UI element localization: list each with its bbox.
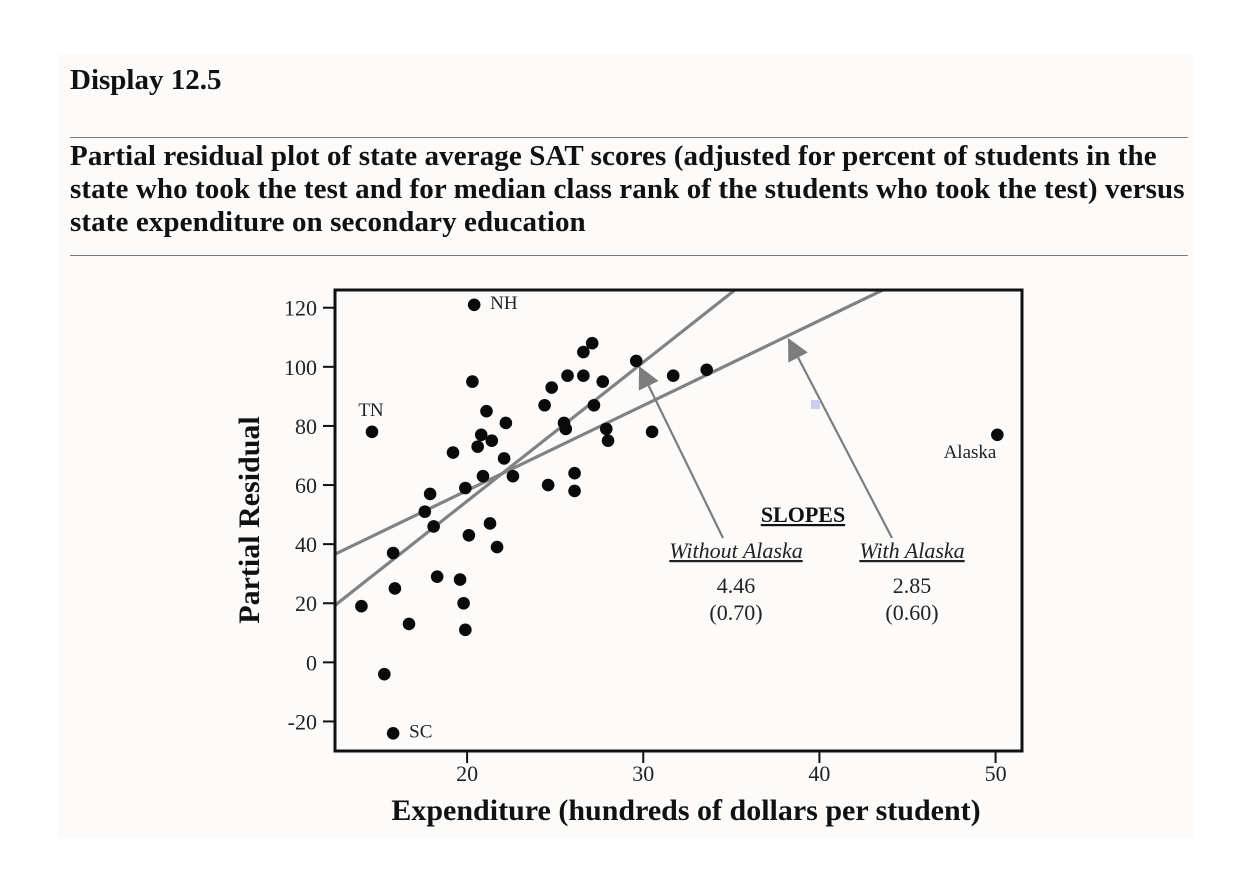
data-point-sc bbox=[386, 726, 400, 740]
x-tick-label: 30 bbox=[632, 761, 654, 786]
data-point-alaska bbox=[991, 428, 1004, 442]
data-point bbox=[541, 478, 555, 492]
data-points bbox=[355, 298, 1004, 740]
slope-se-with-alaska: (0.60) bbox=[885, 600, 938, 625]
data-point bbox=[402, 617, 416, 631]
data-point bbox=[378, 667, 391, 681]
x-tick-label: 50 bbox=[985, 761, 1007, 786]
slopes-annotation: SLOPES Without Alaska With Alaska 4.46 2… bbox=[669, 502, 964, 625]
arrow-with-alaska bbox=[787, 338, 893, 539]
slopes-header-without-alaska: Without Alaska bbox=[669, 538, 802, 563]
data-point bbox=[601, 434, 615, 448]
data-point bbox=[423, 487, 437, 501]
data-point bbox=[629, 354, 643, 368]
x-tick-label: 40 bbox=[808, 761, 830, 786]
data-point bbox=[545, 381, 558, 394]
data-point bbox=[459, 481, 472, 495]
data-point bbox=[585, 336, 599, 350]
data-point bbox=[577, 369, 590, 382]
data-point bbox=[497, 452, 511, 465]
data-point bbox=[480, 404, 493, 418]
point-label-sc: SC bbox=[409, 721, 432, 742]
x-axis: 20 30 40 50 bbox=[456, 751, 1007, 786]
data-point bbox=[490, 540, 504, 554]
data-point bbox=[506, 469, 520, 483]
data-point bbox=[355, 599, 368, 613]
data-point bbox=[430, 570, 444, 583]
point-label-alaska: Alaska bbox=[944, 442, 997, 463]
data-point bbox=[599, 422, 613, 436]
y-tick-label: 60 bbox=[295, 473, 317, 498]
data-point bbox=[568, 484, 581, 498]
slope-se-without-alaska: (0.70) bbox=[709, 600, 762, 625]
data-point bbox=[700, 363, 713, 377]
data-point bbox=[418, 505, 432, 518]
data-point bbox=[462, 528, 476, 542]
data-point bbox=[457, 596, 470, 610]
point-label-nh: NH bbox=[490, 293, 518, 314]
annotation-arrows bbox=[638, 338, 893, 539]
data-point bbox=[485, 434, 499, 448]
arrow-without-alaska bbox=[638, 366, 724, 539]
y-axis-title: Partial Residual bbox=[233, 416, 266, 624]
data-point bbox=[427, 520, 440, 533]
figure-page bbox=[58, 54, 1194, 838]
top-rule bbox=[70, 137, 1188, 138]
data-point bbox=[596, 375, 610, 388]
data-point bbox=[386, 546, 400, 560]
slopes-title: SLOPES bbox=[761, 502, 845, 527]
data-point bbox=[466, 375, 479, 388]
y-tick-label: 80 bbox=[295, 414, 317, 439]
x-tick-label: 20 bbox=[456, 761, 478, 786]
slope-value-without-alaska: 4.46 bbox=[717, 573, 756, 598]
data-point bbox=[538, 398, 551, 412]
data-point bbox=[483, 517, 497, 530]
plot-frame bbox=[333, 288, 1024, 753]
data-point bbox=[453, 573, 467, 586]
data-point bbox=[446, 446, 460, 459]
data-point bbox=[476, 469, 490, 483]
y-tick-label: 120 bbox=[284, 296, 317, 321]
point-label-tn: TN bbox=[358, 400, 384, 421]
data-point bbox=[666, 369, 680, 382]
y-tick-label: -20 bbox=[288, 709, 317, 734]
data-point-nh bbox=[467, 298, 481, 312]
data-point bbox=[471, 440, 484, 453]
data-point bbox=[645, 425, 659, 439]
data-point bbox=[577, 345, 590, 359]
point-labels: NH TN SC Alaska bbox=[358, 293, 997, 742]
x-axis-title: Expenditure (hundreds of dollars per stu… bbox=[391, 794, 980, 827]
stray-marker bbox=[811, 400, 820, 409]
y-axis: 120 100 80 60 40 20 0 -20 bbox=[284, 296, 335, 734]
data-point bbox=[459, 623, 472, 637]
figure-caption: Partial residual plot of state average S… bbox=[70, 140, 1185, 238]
slope-value-with-alaska: 2.85 bbox=[893, 573, 932, 598]
data-point bbox=[474, 428, 488, 442]
bottom-rule bbox=[70, 255, 1188, 256]
data-point bbox=[499, 416, 513, 430]
display-label: Display 12.5 bbox=[70, 64, 222, 96]
data-point bbox=[561, 369, 574, 382]
data-point bbox=[559, 422, 573, 436]
y-tick-label: 0 bbox=[306, 650, 317, 675]
y-tick-label: 40 bbox=[295, 532, 317, 557]
data-point bbox=[587, 398, 601, 412]
data-point bbox=[388, 582, 402, 595]
y-tick-label: 100 bbox=[284, 355, 317, 380]
data-point-tn bbox=[365, 425, 379, 439]
data-point bbox=[568, 466, 581, 480]
slopes-header-with-alaska: With Alaska bbox=[859, 538, 964, 563]
y-tick-label: 20 bbox=[295, 591, 317, 616]
fit-line-without-alaska bbox=[334, 288, 736, 607]
